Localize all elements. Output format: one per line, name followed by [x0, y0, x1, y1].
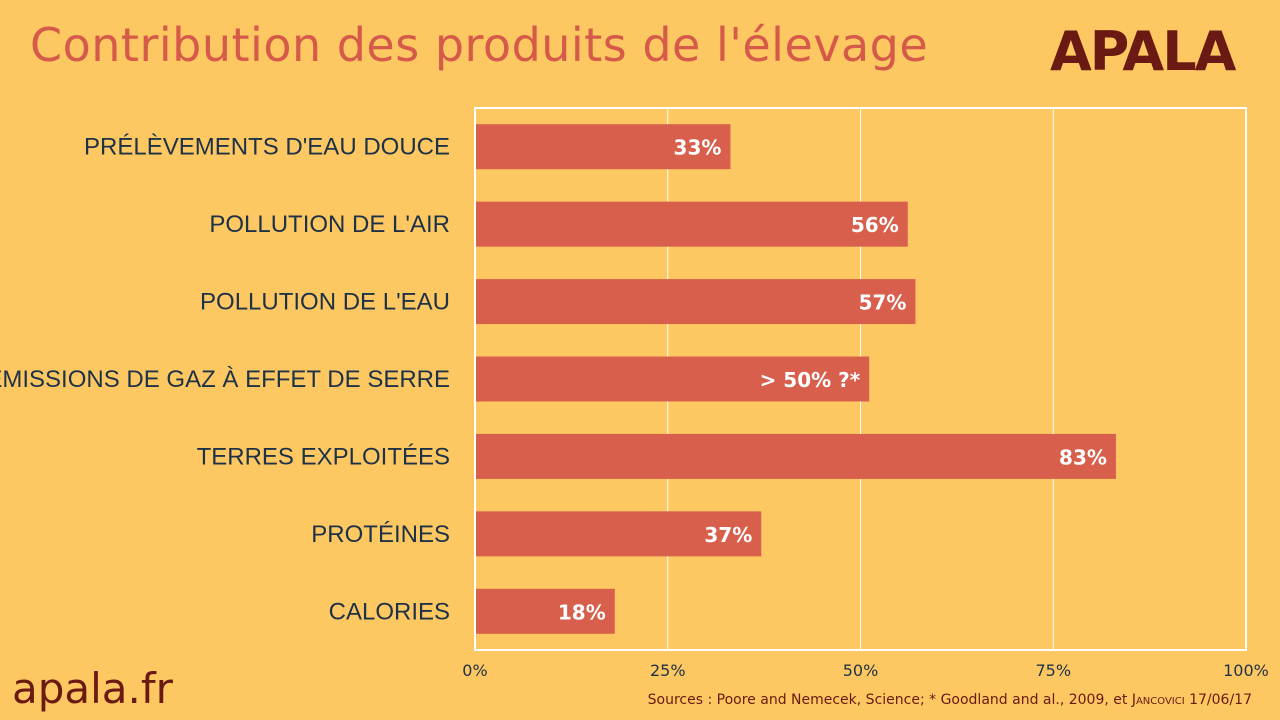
category-label: CALORIES	[329, 598, 450, 625]
category-label: PRÉLÈVEMENTS D'EAU DOUCE	[84, 134, 450, 161]
bar	[476, 279, 916, 325]
sources-author: Jancovici	[1131, 692, 1185, 708]
category-label: TERRES EXPLOITÉES	[197, 443, 450, 470]
category-label: PROTÉINES	[311, 521, 450, 548]
x-tick-label: 0%	[462, 661, 487, 680]
bar	[476, 588, 615, 634]
chart-bars: 33% 56% 57% > 50% ?* 83% 37% 18%	[476, 124, 1116, 634]
bar	[476, 433, 1116, 479]
x-tick-label: 25%	[650, 661, 686, 680]
sources-date: 17/06/17	[1184, 692, 1252, 708]
sources-note: Sources : Poore and Nemecek, Science; * …	[0, 692, 1252, 708]
apala-logo: APALA	[1050, 20, 1236, 83]
chart-category-labels: PRÉLÈVEMENTS D'EAU DOUCE POLLUTION DE L'A…	[0, 134, 450, 626]
bar-value-label: 57%	[859, 291, 907, 315]
category-label: EMISSIONS DE GAZ À EFFET DE SERRE	[0, 366, 450, 393]
bar-value-label: 33%	[674, 136, 722, 160]
bar-value-label: 37%	[704, 523, 752, 547]
category-label: POLLUTION DE L'AIR	[209, 211, 450, 238]
page-title: Contribution des produits de l'élevage	[30, 18, 929, 72]
bar	[476, 124, 731, 170]
bar-value-label: 83%	[1059, 445, 1107, 469]
site-brand[interactable]: apala.fr	[12, 664, 173, 713]
bar	[476, 201, 908, 247]
bar-value-label: 56%	[851, 213, 899, 237]
x-tick-label: 75%	[1035, 661, 1071, 680]
category-label: POLLUTION DE L'EAU	[200, 289, 450, 316]
chart-tick-labels: 0% 25% 50% 75% 100%	[462, 661, 1269, 680]
logo-text: APALA	[1050, 20, 1236, 83]
x-tick-label: 50%	[843, 661, 879, 680]
x-tick-label: 100%	[1223, 661, 1269, 680]
bar-value-label: > 50% ?*	[760, 368, 861, 392]
bar-value-label: 18%	[558, 600, 606, 624]
sources-prefix: Sources : Poore and Nemecek, Science; * …	[647, 692, 1132, 708]
bar-chart: 33% 56% 57% > 50% ?* 83% 37% 18% PRÉLÈVEMENTS …	[0, 107, 1269, 680]
bar	[476, 511, 762, 557]
bar	[476, 356, 870, 402]
